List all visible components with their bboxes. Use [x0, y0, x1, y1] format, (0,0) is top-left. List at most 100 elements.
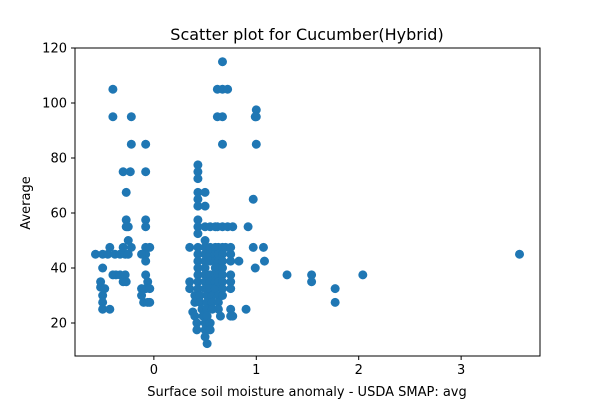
scatter-point: [226, 284, 236, 294]
scatter-point: [141, 139, 151, 149]
scatter-point: [137, 249, 147, 259]
scatter-point: [226, 256, 236, 266]
scatter-point: [105, 304, 115, 314]
data-points: [90, 57, 525, 349]
scatter-point: [217, 256, 227, 266]
scatter-point: [118, 242, 128, 252]
scatter-point: [213, 297, 223, 307]
scatter-point: [141, 167, 151, 177]
scatter-point: [223, 84, 233, 94]
scatter-point: [307, 270, 317, 280]
scatter-point: [105, 242, 115, 252]
scatter-point: [120, 270, 130, 280]
scatter-point: [98, 297, 108, 307]
scatter-point: [251, 112, 261, 122]
scatter-point: [96, 277, 106, 287]
scatter-point: [193, 201, 203, 211]
scatter-point: [248, 194, 258, 204]
scatter-point: [205, 325, 215, 335]
scatter-point: [103, 249, 113, 259]
scatter-point: [226, 242, 236, 252]
scatter-point: [193, 242, 203, 252]
scatter-point: [213, 304, 223, 314]
x-tick-label: 3: [457, 363, 465, 378]
scatter-point: [121, 222, 131, 232]
scatter-point: [226, 249, 236, 259]
scatter-point: [226, 270, 236, 280]
scatter-point: [121, 215, 131, 225]
scatter-point: [251, 105, 261, 115]
scatter-point: [228, 311, 238, 321]
scatter-point: [193, 174, 203, 184]
scatter-point: [193, 229, 203, 239]
scatter-point: [195, 291, 205, 300]
x-axis-label: Surface soil moisture anomaly - USDA SMA…: [147, 385, 467, 400]
scatter-point: [258, 242, 268, 252]
scatter-point: [202, 339, 212, 349]
scatter-point: [217, 284, 227, 294]
scatter-point: [145, 242, 155, 252]
scatter-point: [98, 263, 108, 273]
scatter-point: [282, 270, 292, 280]
y-tick-label: 80: [50, 152, 67, 167]
scatter-point: [217, 263, 227, 273]
scatter-point: [123, 249, 133, 259]
scatter-point: [210, 284, 220, 294]
scatter-point: [228, 222, 238, 232]
scatter-point: [141, 222, 151, 232]
scatter-point: [193, 194, 203, 204]
scatter-point: [145, 284, 155, 294]
y-tick-label: 40: [50, 262, 67, 277]
scatter-point: [200, 263, 210, 273]
scatter-point: [217, 112, 227, 122]
scatter-point: [193, 277, 203, 287]
scatter-point: [185, 242, 195, 252]
scatter-point: [90, 249, 100, 259]
scatter-point: [100, 284, 110, 294]
scatter-point: [193, 215, 203, 225]
y-tick-label: 60: [50, 207, 67, 222]
x-tick-label: 2: [355, 363, 363, 378]
scatter-point: [121, 187, 131, 197]
scatter-point: [185, 284, 195, 294]
x-axis-ticks: 0 1 2 3: [150, 356, 465, 378]
scatter-point: [226, 277, 236, 287]
scatter-point: [123, 236, 133, 245]
scatter-point: [193, 284, 203, 294]
scatter-point: [193, 249, 203, 259]
chart-title: Scatter plot for Cucumber(Hybrid): [170, 25, 443, 44]
scatter-point: [192, 325, 202, 335]
scatter-point: [193, 270, 203, 280]
scatter-point: [192, 318, 202, 328]
scatter-point: [330, 284, 340, 294]
scatter-point: [215, 311, 225, 321]
scatter-point: [330, 297, 340, 307]
scatter-point: [126, 242, 136, 252]
plot-frame: [74, 47, 541, 357]
scatter-point: [141, 256, 151, 266]
scatter-point: [217, 277, 227, 287]
y-axis-label: Average: [19, 176, 34, 229]
x-tick-label: 1: [252, 363, 260, 378]
scatter-point: [259, 256, 269, 266]
scatter-point: [226, 304, 236, 314]
scatter-point: [307, 277, 317, 287]
scatter-point: [200, 187, 210, 197]
scatter-point: [248, 242, 258, 252]
scatter-point: [217, 249, 227, 259]
scatter-point: [141, 270, 151, 280]
scatter-point: [205, 318, 215, 328]
scatter-point: [193, 263, 203, 273]
y-axis-ticks: 20 40 60 80 100 120: [42, 42, 75, 332]
scatter-point: [195, 297, 205, 307]
scatter-point: [200, 201, 210, 211]
scatter-point: [126, 139, 136, 149]
scatter-point: [121, 277, 131, 287]
scatter-point: [217, 139, 227, 149]
scatter-point: [241, 304, 251, 314]
scatter-point: [202, 311, 212, 321]
scatter-point: [125, 167, 135, 177]
scatter-point: [234, 256, 244, 266]
